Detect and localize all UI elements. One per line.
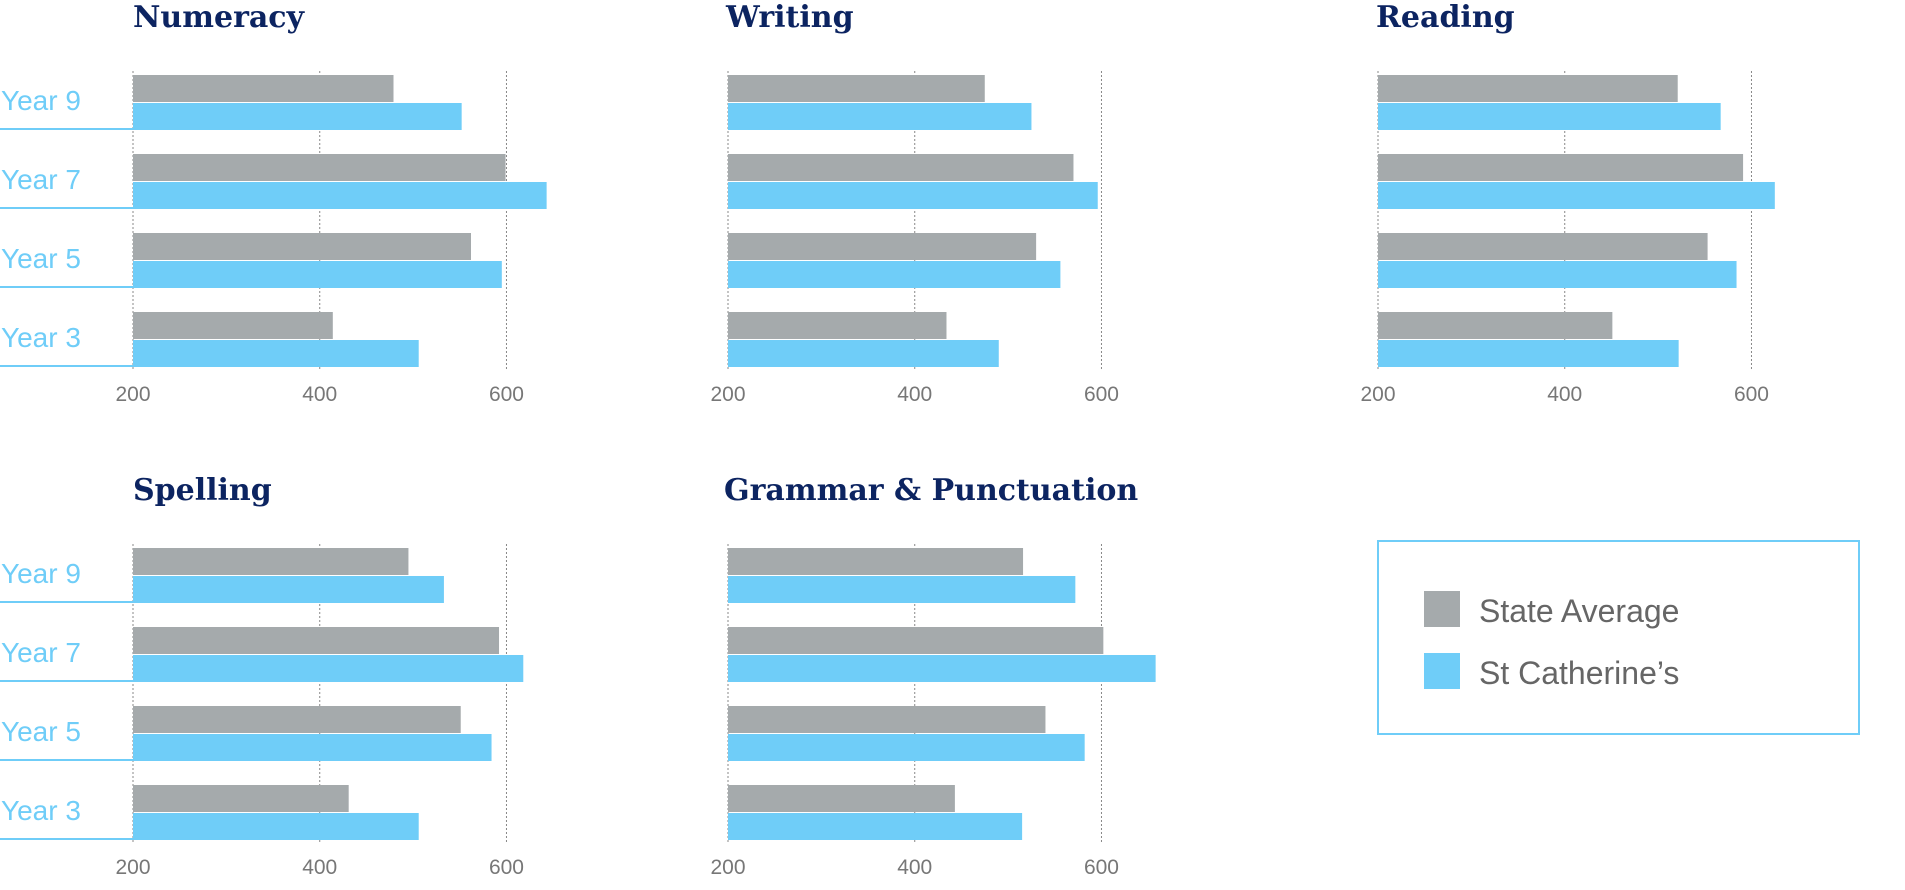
st-catherines-bar [133,655,524,682]
legend-label-state: State Average [1479,593,1679,629]
legend: State Average St Catherine’s [1377,540,1860,735]
state-average-bar [133,75,394,102]
st-catherines-bar [1378,261,1737,288]
panel-title: Grammar & Punctuation [724,473,1138,508]
st-catherines-bar [728,103,1032,130]
panel-writing: Writing 200 400 600 [710,0,1119,406]
st-catherines-bar [728,261,1061,288]
x-tick-label: 400 [302,383,337,406]
state-average-bar [133,312,333,339]
legend-swatch-state [1424,591,1460,627]
state-average-bar [728,312,947,339]
st-catherines-bar [728,655,1156,682]
st-catherines-bar [133,103,462,130]
panel-title: Spelling [133,473,272,508]
st-catherines-bar [133,182,547,209]
state-average-bar [728,75,985,102]
st-catherines-bar [728,734,1085,761]
x-tick-label: 400 [1547,383,1582,406]
state-average-bar [133,548,409,575]
x-tick-label: 200 [115,856,150,879]
x-tick-label: 400 [302,856,337,879]
x-tick-label: 600 [1084,383,1119,406]
panel-grammar-punctuation: Grammar & Punctuation 200 400 600 [710,473,1156,879]
panel-title: Numeracy [133,0,306,35]
st-catherines-bar [728,182,1098,209]
st-catherines-bar [728,813,1023,840]
state-average-bar [728,706,1046,733]
x-tick-label: 600 [1734,383,1769,406]
state-average-bar [133,154,506,181]
st-catherines-bar [133,340,419,367]
state-average-bar [728,627,1104,654]
state-average-bar [133,785,349,812]
legend-label-school: St Catherine’s [1479,655,1679,691]
st-catherines-bar [1378,103,1721,130]
st-catherines-bar [1378,182,1775,209]
st-catherines-bar [1378,340,1679,367]
legend-swatch-school [1424,653,1460,689]
panel-reading: Reading 200 400 600 [1360,0,1775,406]
state-average-bar [728,154,1074,181]
legend-box [1377,540,1860,735]
x-tick-label: 200 [1360,383,1395,406]
year-label: Year 5 [1,243,81,274]
x-tick-label: 200 [115,383,150,406]
x-tick-label: 600 [1084,856,1119,879]
panel-title: Writing [725,0,854,35]
x-tick-label: 200 [710,856,745,879]
st-catherines-bar [133,261,502,288]
year-label: Year 9 [1,558,81,589]
state-average-bar [1378,312,1613,339]
panel-numeracy: Numeracy 200 400 600 Year 9 Year 7 Year 5 Year … [0,0,547,406]
st-catherines-bar [133,734,492,761]
state-average-bar [1378,154,1744,181]
year-label: Year 3 [1,795,81,826]
state-average-bar [728,233,1037,260]
state-average-bar [133,627,500,654]
x-tick-label: 400 [897,856,932,879]
x-tick-label: 600 [489,856,524,879]
year-label: Year 7 [1,164,81,195]
panel-spelling: Spelling 200 400 600 Year 9 Year 7 Year 5 Year … [0,473,524,879]
st-catherines-bar [133,576,444,603]
st-catherines-bar [728,576,1076,603]
x-tick-label: 600 [489,383,524,406]
panel-title: Reading [1376,0,1515,35]
st-catherines-bar [133,813,419,840]
year-label: Year 3 [1,322,81,353]
state-average-bar [1378,75,1678,102]
state-average-bar [728,785,955,812]
year-label: Year 7 [1,637,81,668]
year-label: Year 9 [1,85,81,116]
year-label: Year 5 [1,716,81,747]
state-average-bar [728,548,1024,575]
state-average-bar [133,706,461,733]
st-catherines-bar [728,340,999,367]
state-average-bar [1378,233,1708,260]
x-tick-label: 400 [897,383,932,406]
x-tick-label: 200 [710,383,745,406]
state-average-bar [133,233,471,260]
